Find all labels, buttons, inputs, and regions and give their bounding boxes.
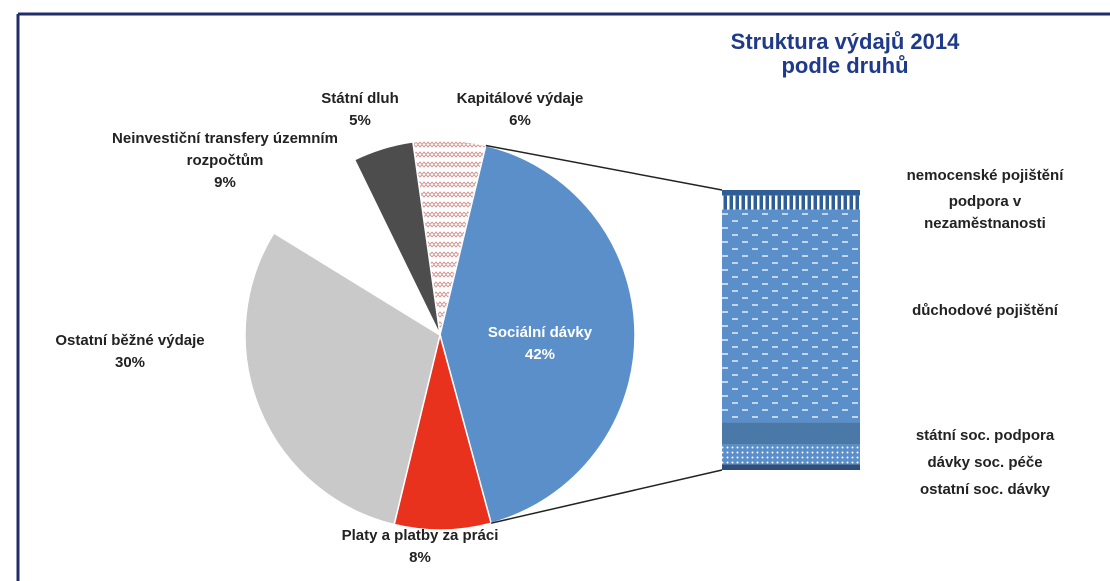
- slice-value-label: 6%: [457, 110, 584, 132]
- slice-value-label: 30%: [55, 352, 204, 374]
- slice-label: Ostatní běžné výdaje: [55, 330, 204, 352]
- label: nemocenské pojištění: [907, 165, 1064, 187]
- chart-title: Struktura výdajů 2014 podle druhů: [700, 30, 990, 78]
- slice-label: Platy a platby za práci: [342, 525, 499, 547]
- slice-value-label: 9%: [110, 172, 340, 194]
- slice-label: Sociální dávky: [488, 322, 592, 344]
- breakdown-label: důchodové pojištění: [912, 300, 1058, 322]
- bar-segment: [722, 445, 860, 465]
- label: státní soc. podpora: [916, 425, 1054, 447]
- label: podpora v nezaměstnanosti: [920, 191, 1050, 235]
- breakdown-label: státní soc. podpora: [916, 425, 1054, 447]
- slice-label: Státní dluh: [321, 88, 399, 110]
- breakdown-label: ostatní soc. dávky: [920, 479, 1050, 501]
- slice-label: Kapitálové výdaje: [457, 88, 584, 110]
- bar-segment: [722, 190, 860, 196]
- slice-value-label: 42%: [488, 344, 592, 366]
- slice-value-label: 5%: [321, 110, 399, 132]
- page: Struktura výdajů 2014 podle druhů Kapitá…: [0, 0, 1110, 581]
- slice-label: Neinvestiční transfery územním rozpočtům: [110, 128, 340, 172]
- breakdown-label: dávky soc. péče: [927, 452, 1042, 474]
- breakdown-label: podpora v nezaměstnanosti: [920, 191, 1050, 235]
- bar-segment: [722, 464, 860, 470]
- label: dávky soc. péče: [927, 452, 1042, 474]
- bar-segment: [722, 210, 860, 423]
- slice-value-label: 8%: [342, 547, 499, 569]
- label: ostatní soc. dávky: [920, 479, 1050, 501]
- label: Neinvestiční transfery územním rozpočtům…: [110, 128, 340, 194]
- breakdown-label: nemocenské pojištění: [907, 165, 1064, 187]
- bar-segment: [722, 196, 860, 210]
- label: důchodové pojištění: [912, 300, 1058, 322]
- bar-segment: [722, 422, 860, 444]
